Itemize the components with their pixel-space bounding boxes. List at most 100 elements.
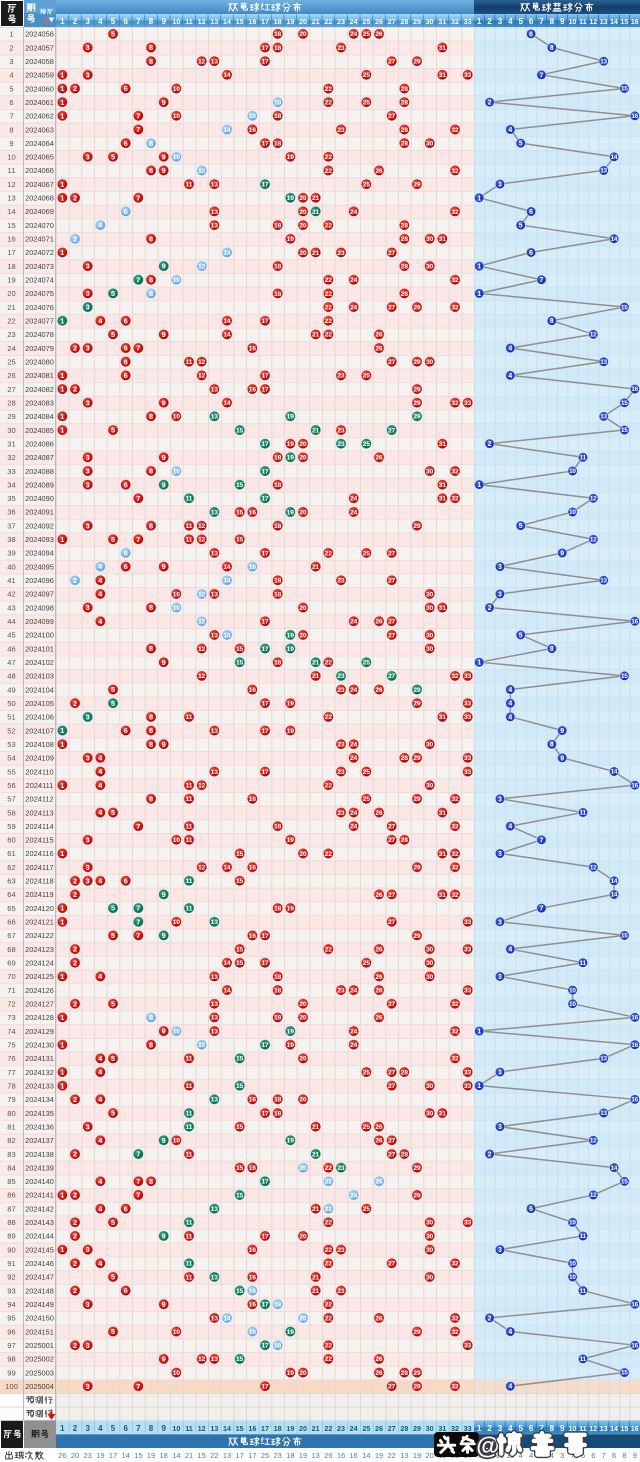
svg-text:16: 16 <box>249 1274 257 1281</box>
svg-text:29: 29 <box>413 304 421 311</box>
svg-text:31: 31 <box>439 605 447 612</box>
svg-text:10: 10 <box>173 113 181 120</box>
svg-text:26: 26 <box>375 455 383 462</box>
svg-text:5: 5 <box>111 685 115 694</box>
svg-text:1: 1 <box>477 264 481 271</box>
svg-text:20: 20 <box>299 509 307 516</box>
svg-text:53: 53 <box>7 740 15 749</box>
svg-text:2024072: 2024072 <box>25 248 54 257</box>
svg-text:2: 2 <box>487 1424 492 1433</box>
svg-text:14: 14 <box>611 892 618 899</box>
svg-text:27: 27 <box>388 1424 396 1433</box>
svg-text:9: 9 <box>161 17 166 26</box>
svg-text:10: 10 <box>173 837 181 844</box>
svg-text:34: 34 <box>7 480 15 489</box>
svg-text:32: 32 <box>451 400 459 407</box>
svg-text:16: 16 <box>249 1097 257 1104</box>
svg-text:7: 7 <box>9 112 13 121</box>
svg-text:17: 17 <box>261 373 269 380</box>
svg-text:33: 33 <box>464 1343 472 1350</box>
svg-text:92: 92 <box>7 1273 15 1282</box>
svg-text:22: 22 <box>325 851 333 858</box>
svg-text:5: 5 <box>519 223 523 230</box>
svg-text:26: 26 <box>375 1356 383 1363</box>
svg-text:9: 9 <box>162 1300 166 1309</box>
svg-text:19: 19 <box>287 905 295 912</box>
svg-text:2024131: 2024131 <box>25 1054 54 1063</box>
svg-text:28: 28 <box>401 291 409 298</box>
svg-text:2024057: 2024057 <box>25 43 54 52</box>
svg-text:3: 3 <box>86 753 90 762</box>
svg-text:21: 21 <box>312 1424 320 1433</box>
svg-text:5: 5 <box>111 29 115 38</box>
svg-text:3: 3 <box>86 152 90 161</box>
svg-text:32: 32 <box>451 1056 459 1063</box>
svg-text:25: 25 <box>362 17 370 26</box>
svg-text:18: 18 <box>286 1451 294 1460</box>
svg-text:2024070: 2024070 <box>25 221 54 230</box>
svg-text:5: 5 <box>519 632 523 639</box>
svg-text:27: 27 <box>388 427 396 434</box>
svg-text:25: 25 <box>363 72 371 79</box>
svg-text:19: 19 <box>286 17 294 26</box>
svg-text:8: 8 <box>149 139 153 148</box>
svg-text:7: 7 <box>136 111 140 120</box>
svg-text:8: 8 <box>149 57 153 66</box>
svg-text:1: 1 <box>9 30 13 39</box>
svg-text:15: 15 <box>621 1426 629 1433</box>
svg-text:8: 8 <box>149 1040 153 1049</box>
svg-text:2024094: 2024094 <box>25 549 54 558</box>
svg-text:16: 16 <box>249 933 257 940</box>
svg-text:33: 33 <box>464 714 472 721</box>
svg-text:22: 22 <box>325 304 333 311</box>
svg-text:24: 24 <box>350 1192 358 1199</box>
svg-text:23: 23 <box>337 250 345 257</box>
svg-text:18: 18 <box>274 1097 282 1104</box>
svg-text:12: 12 <box>198 646 206 653</box>
svg-text:2024129: 2024129 <box>25 1027 54 1036</box>
svg-text:10: 10 <box>173 605 181 612</box>
svg-text:24: 24 <box>350 17 358 26</box>
svg-text:2024058: 2024058 <box>25 57 54 66</box>
svg-text:13: 13 <box>600 19 608 26</box>
svg-text:13: 13 <box>600 577 607 584</box>
svg-text:10: 10 <box>173 1138 181 1145</box>
svg-text:16: 16 <box>249 864 257 871</box>
svg-text:17: 17 <box>261 140 269 147</box>
svg-text:32: 32 <box>451 1028 459 1035</box>
svg-text:33: 33 <box>464 701 472 708</box>
svg-text:12: 12 <box>590 332 597 339</box>
svg-text:8: 8 <box>550 45 554 52</box>
svg-text:2024102: 2024102 <box>25 658 54 667</box>
svg-text:12: 12 <box>590 1192 597 1199</box>
svg-text:32: 32 <box>451 496 459 503</box>
svg-text:12: 12 <box>198 1356 206 1363</box>
svg-text:19: 19 <box>287 837 295 844</box>
svg-text:25: 25 <box>7 357 15 366</box>
svg-text:31: 31 <box>438 17 446 26</box>
svg-text:19: 19 <box>287 1329 295 1336</box>
svg-text:6: 6 <box>124 344 128 353</box>
svg-text:31: 31 <box>439 236 447 243</box>
svg-text:24: 24 <box>350 304 358 311</box>
svg-text:2024073: 2024073 <box>25 262 54 271</box>
svg-text:9: 9 <box>162 890 166 899</box>
svg-text:31: 31 <box>438 1424 446 1433</box>
svg-text:16: 16 <box>249 687 257 694</box>
svg-text:18: 18 <box>274 905 282 912</box>
svg-text:16: 16 <box>249 796 257 803</box>
svg-text:3: 3 <box>86 1341 90 1350</box>
svg-text:18: 18 <box>274 17 282 26</box>
svg-text:2024082: 2024082 <box>25 385 54 394</box>
svg-text:16: 16 <box>249 113 257 120</box>
svg-text:28: 28 <box>401 1069 409 1076</box>
svg-text:2024115: 2024115 <box>25 836 53 845</box>
svg-text:15: 15 <box>236 660 244 667</box>
svg-text:2024056: 2024056 <box>25 30 54 39</box>
svg-text:11: 11 <box>186 878 193 885</box>
svg-text:18: 18 <box>274 1343 282 1350</box>
svg-text:21: 21 <box>312 660 320 667</box>
svg-text:25: 25 <box>363 31 371 38</box>
svg-text:13: 13 <box>211 632 219 639</box>
svg-text:79: 79 <box>7 1095 15 1104</box>
